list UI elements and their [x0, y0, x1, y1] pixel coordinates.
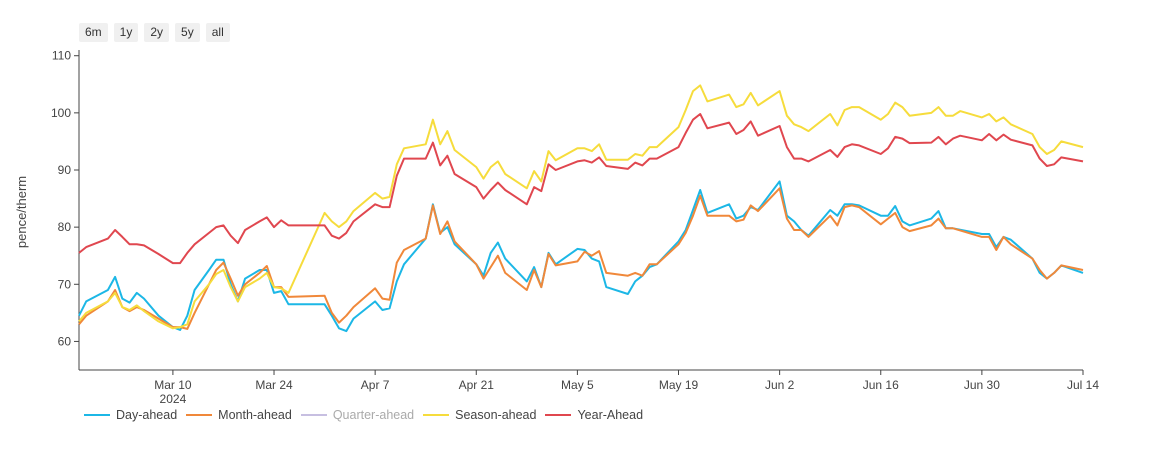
legend-item-season-ahead[interactable]: Season-ahead — [423, 408, 536, 422]
series-line-month-ahead — [78, 187, 1084, 330]
y-tick-label: 70 — [58, 277, 72, 291]
y-tick-label: 60 — [58, 334, 72, 348]
x-tick-label: Jun 2 — [765, 378, 795, 392]
y-tick-label: 80 — [58, 220, 72, 234]
range-selector: 6m 1y 2y 5y all — [79, 23, 230, 42]
x-tick-sublabel: 2024 — [160, 392, 187, 405]
x-tick-label: May 5 — [561, 378, 594, 392]
legend-label: Day-ahead — [116, 408, 178, 422]
x-tick-label: Apr 7 — [361, 378, 390, 392]
legend-label: Year-Ahead — [577, 408, 644, 422]
legend-item-month-ahead[interactable]: Month-ahead — [186, 408, 292, 422]
range-button-1y[interactable]: 1y — [113, 23, 139, 42]
legend-label: Quarter-ahead — [332, 408, 415, 422]
range-button-6m[interactable]: 6m — [79, 23, 108, 42]
legend-item-year-ahead[interactable]: Year-Ahead — [545, 408, 643, 422]
x-tick-label: Jun 16 — [863, 378, 899, 392]
legend-swatch — [545, 414, 572, 416]
legend-swatch — [423, 414, 450, 416]
range-button-5y[interactable]: 5y — [175, 23, 200, 42]
chart-legend: Day-ahead Month-ahead Quarter-ahead Season-… — [84, 408, 652, 422]
legend-swatch — [84, 414, 110, 416]
series-line-year-ahead — [78, 113, 1084, 265]
x-tick-label: Jul 14 — [1067, 378, 1099, 392]
legend-item-quarter-ahead[interactable]: Quarter-ahead — [300, 408, 415, 422]
range-button-2y[interactable]: 2y — [144, 23, 170, 42]
legend-label: Month-ahead — [218, 408, 292, 422]
legend-label: Season-ahead — [455, 408, 537, 422]
y-tick-label: 110 — [52, 49, 71, 63]
chart-series — [78, 84, 1084, 333]
x-tick-label: Apr 21 — [459, 378, 495, 392]
y-tick-label: 100 — [51, 106, 71, 120]
x-tick-label: Jun 30 — [964, 378, 1000, 392]
x-tick-label: May 19 — [659, 378, 699, 392]
x-tick-label: Mar 10 — [154, 378, 192, 392]
legend-swatch — [186, 414, 213, 416]
range-button-all[interactable]: all — [205, 23, 230, 42]
series-line-season-ahead — [78, 84, 1084, 330]
x-tick-label: Mar 24 — [255, 378, 293, 392]
y-tick-label: 90 — [58, 163, 72, 177]
legend-swatch — [300, 414, 327, 416]
y-axis-label: pence/therm — [14, 176, 29, 248]
legend-item-day-ahead[interactable]: Day-ahead — [84, 408, 177, 422]
